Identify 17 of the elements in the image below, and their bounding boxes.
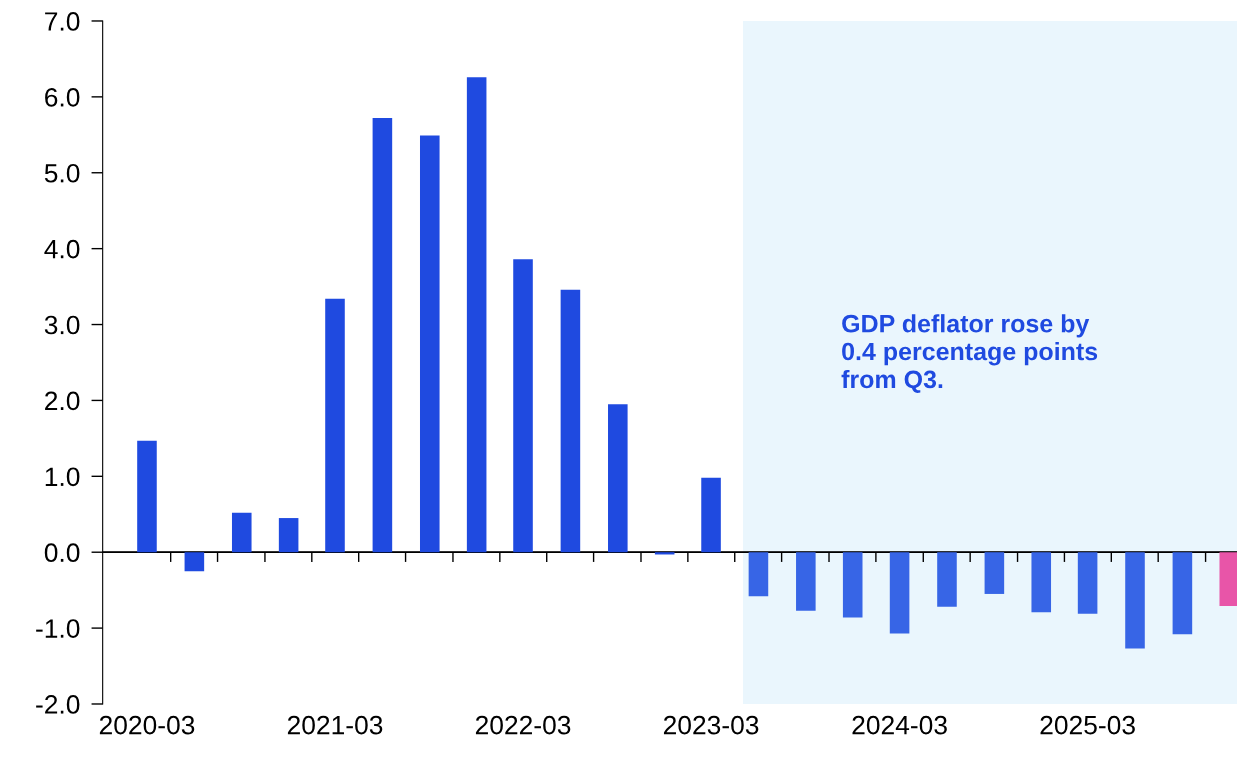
x-tick-label: 2022-03 [475, 715, 571, 735]
y-tick-label: -1.0 [36, 619, 80, 638]
x-tick-label: 2021-03 [287, 715, 383, 735]
y-tick-label: -2.0 [36, 695, 80, 714]
y-tick-label: 3.0 [44, 315, 80, 335]
y-tick-label: 7.0 [45, 12, 80, 31]
annotation: GDP deflator rose by 0.4 percentage points from Q3. [841, 314, 1098, 393]
x-tick-label: 2020-03 [99, 715, 195, 735]
y-tick-label: 6.0 [45, 88, 80, 107]
y-tick-label: 2.0 [45, 391, 80, 411]
y-tick-label: 0.0 [44, 543, 80, 563]
x-tick-label: 2025-03 [1040, 715, 1135, 735]
y-tick-label: 1.0 [45, 467, 80, 487]
y-tick-label: 5.0 [44, 163, 80, 183]
x-tick-label: 2024-03 [852, 715, 947, 735]
y-tick-label: 4.0 [44, 239, 80, 259]
x-tick-label: 2023-03 [663, 715, 759, 735]
